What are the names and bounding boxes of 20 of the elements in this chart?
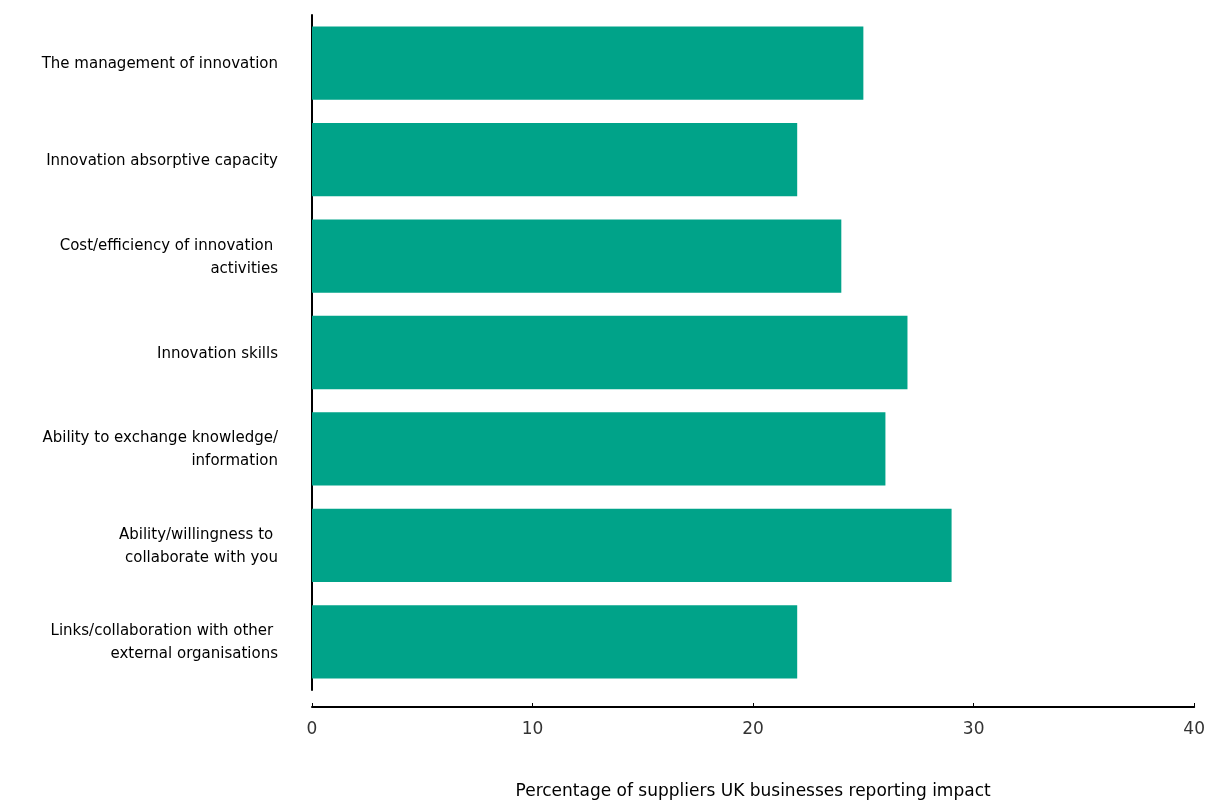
y-tick-label: Innovation absorptive capacity (46, 150, 279, 169)
x-tick-label: 30 (962, 717, 985, 738)
y-tick-label: Innovation skills (156, 343, 279, 362)
bar (312, 123, 798, 197)
x-tick-label: 0 (306, 717, 318, 738)
bar (312, 315, 908, 390)
bar (312, 219, 842, 293)
bar (312, 412, 886, 486)
x-tick-label: 10 (521, 717, 544, 738)
y-tick-label: Links/collaboration with other external organisations (50, 621, 279, 663)
bar (312, 605, 798, 679)
y-tick-label: Cost/efficiency of innovation activities (59, 235, 279, 277)
y-tick-label: The management of innovation (40, 54, 278, 73)
x-tick-label: 40 (1183, 717, 1205, 738)
bar (312, 26, 864, 100)
y-tick-label: Ability to exchange knowledge/information (42, 428, 279, 470)
bar (312, 508, 952, 582)
x-axis-title: Percentage of suppliers UK businesses reporting impact (515, 779, 991, 800)
x-tick-label: 20 (742, 717, 764, 738)
y-tick-label: Ability/willingness to collaborate with you (118, 524, 278, 566)
